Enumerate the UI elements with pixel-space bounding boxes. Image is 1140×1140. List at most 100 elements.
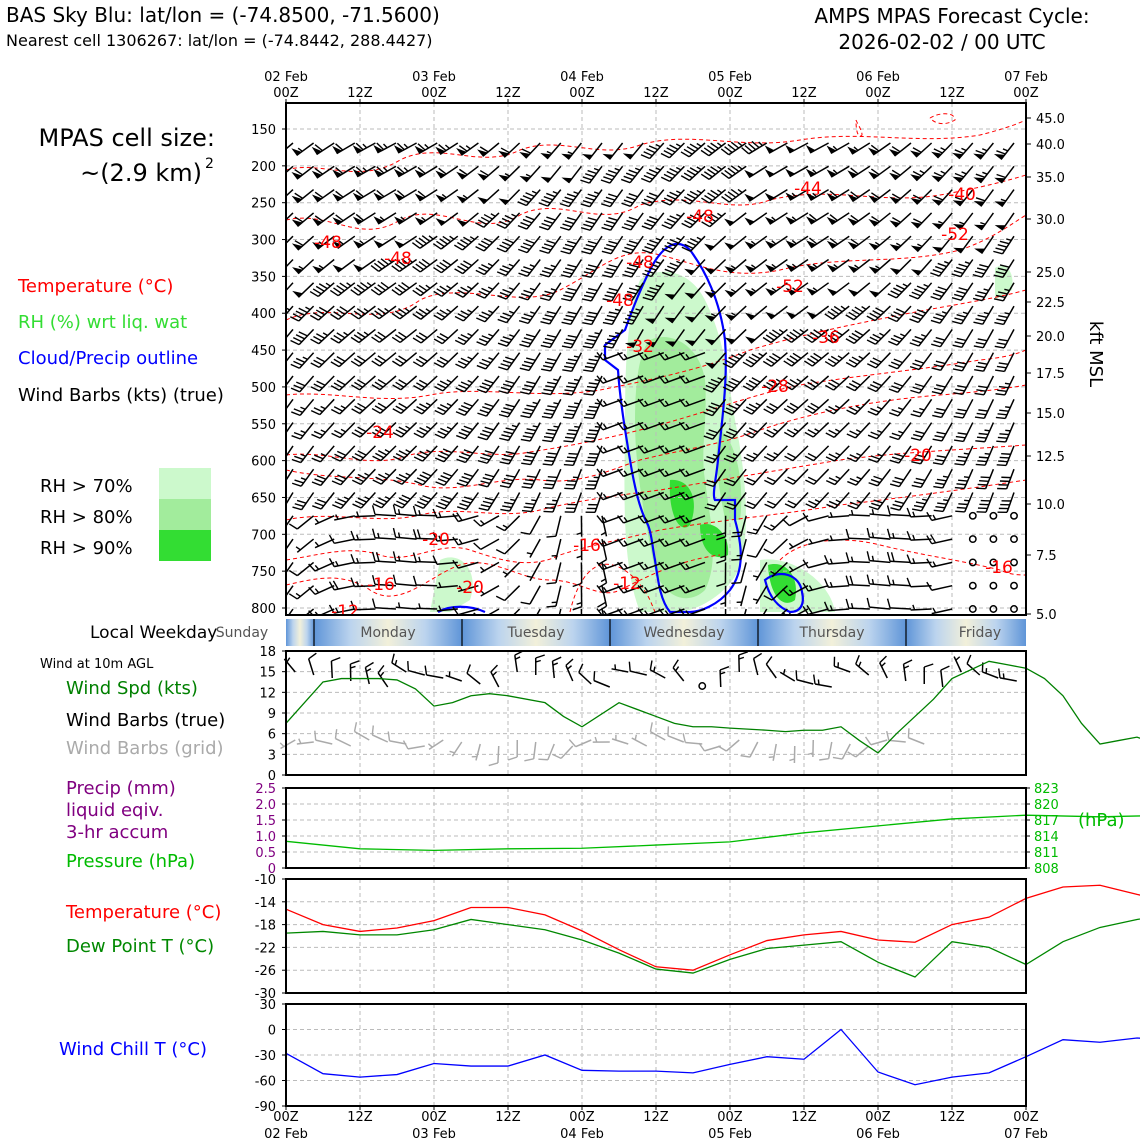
- barb-half: [573, 355, 580, 358]
- barb-full: [488, 762, 499, 767]
- barb-full: [748, 427, 759, 433]
- barb-full: [872, 357, 882, 363]
- barb-full: [819, 758, 829, 761]
- barb-half: [397, 509, 401, 515]
- barb-half: [981, 148, 988, 152]
- barb-full: [995, 416, 1006, 420]
- barb-full: [351, 408, 361, 415]
- barb-full: [392, 527, 397, 538]
- barb-half: [696, 189, 702, 194]
- barb-full: [482, 429, 492, 434]
- barb-half: [335, 607, 339, 613]
- barb-full: [334, 453, 344, 459]
- wind-barb: [512, 608, 521, 615]
- barb-shaft: [482, 189, 500, 205]
- barb-half: [553, 425, 559, 428]
- barb-full: [392, 408, 402, 415]
- barb-full: [419, 450, 429, 456]
- bottom-axis-hour-label: 12Z: [347, 1110, 373, 1125]
- barb-shaft: [416, 560, 438, 564]
- barb-full: [503, 478, 514, 482]
- barb-full: [910, 437, 921, 441]
- wind-barb: [763, 585, 788, 601]
- barb-shaft: [426, 674, 444, 679]
- barb-pennant: [311, 170, 322, 179]
- true-wind-barb: [672, 659, 685, 682]
- barb-full: [334, 501, 344, 507]
- wind-barb: [392, 527, 417, 540]
- barb-pennant: [540, 176, 552, 183]
- barb-half: [881, 662, 886, 667]
- barb-full: [892, 503, 902, 508]
- wind-barb: [416, 603, 438, 610]
- barb-pennant: [847, 265, 858, 273]
- barb-full: [828, 500, 839, 506]
- barb-full: [564, 389, 574, 392]
- barb-full: [706, 432, 716, 437]
- barb-shaft: [719, 669, 722, 688]
- wind-barb: [434, 375, 459, 392]
- wind-barb: [312, 492, 335, 510]
- barb-half: [594, 332, 600, 335]
- barb-full: [646, 195, 656, 201]
- barb-full: [628, 193, 638, 198]
- wind-barb: [952, 189, 974, 207]
- barb-pennant: [806, 216, 816, 225]
- station-title: BAS Sky Blu: lat/lon = (-74.8500, -71.56…: [6, 3, 440, 27]
- barb-shaft: [286, 142, 294, 150]
- wind-barb: [477, 165, 500, 181]
- barb-full: [543, 243, 554, 248]
- barb-pennant: [373, 168, 383, 177]
- barb-shaft: [831, 212, 850, 226]
- barb-half: [710, 289, 717, 294]
- barb-full: [498, 366, 508, 371]
- barb-half: [808, 585, 813, 591]
- barb-shaft: [789, 165, 809, 178]
- barb-full: [476, 317, 486, 323]
- wind-barb: [311, 188, 335, 203]
- wind-barb: [825, 375, 850, 391]
- barb-full: [955, 510, 965, 513]
- barb-full: [567, 240, 577, 245]
- barb-full: [851, 332, 861, 339]
- barb-shaft: [1001, 212, 1015, 231]
- kft-axis: 45.040.035.030.025.022.520.017.515.012.5…: [1026, 112, 1065, 623]
- wind-barb: [724, 258, 747, 274]
- barb-shaft: [601, 608, 605, 615]
- y-tick-label: 3: [268, 748, 276, 763]
- barb-full: [743, 409, 753, 415]
- wind-barb: [433, 258, 459, 274]
- wind-barb: [764, 188, 788, 202]
- barb-half: [623, 400, 628, 406]
- barb-full: [727, 143, 736, 151]
- wind-barb: [498, 165, 521, 182]
- wind-barb: [309, 305, 335, 321]
- wind-barb: [723, 398, 747, 416]
- wind-barb: [582, 329, 603, 349]
- barb-full: [436, 359, 446, 366]
- barb-shaft: [771, 538, 788, 555]
- barb-full: [868, 482, 878, 487]
- barb-full: [608, 334, 619, 339]
- wind-barb: [564, 468, 583, 490]
- wind-barb: [562, 398, 583, 420]
- barb-half: [508, 287, 515, 291]
- barb-pennant: [826, 240, 837, 249]
- barb-full: [293, 431, 304, 437]
- barb-half: [314, 518, 320, 524]
- wind-barb: [540, 142, 562, 160]
- barb-full: [624, 246, 634, 251]
- barb-shaft: [889, 513, 912, 517]
- barb-full: [496, 271, 507, 277]
- barb-full: [371, 575, 376, 585]
- wind-barb: [678, 468, 706, 478]
- barb-full: [664, 221, 674, 227]
- weekday-label: Tuesday: [507, 625, 565, 641]
- barb-full: [520, 601, 531, 605]
- barb-full: [524, 431, 535, 435]
- barb-full: [336, 450, 347, 456]
- true-wind-barb: [738, 651, 749, 673]
- barb-full: [502, 359, 513, 364]
- barb-pennant: [744, 312, 756, 320]
- barb-half: [750, 240, 756, 245]
